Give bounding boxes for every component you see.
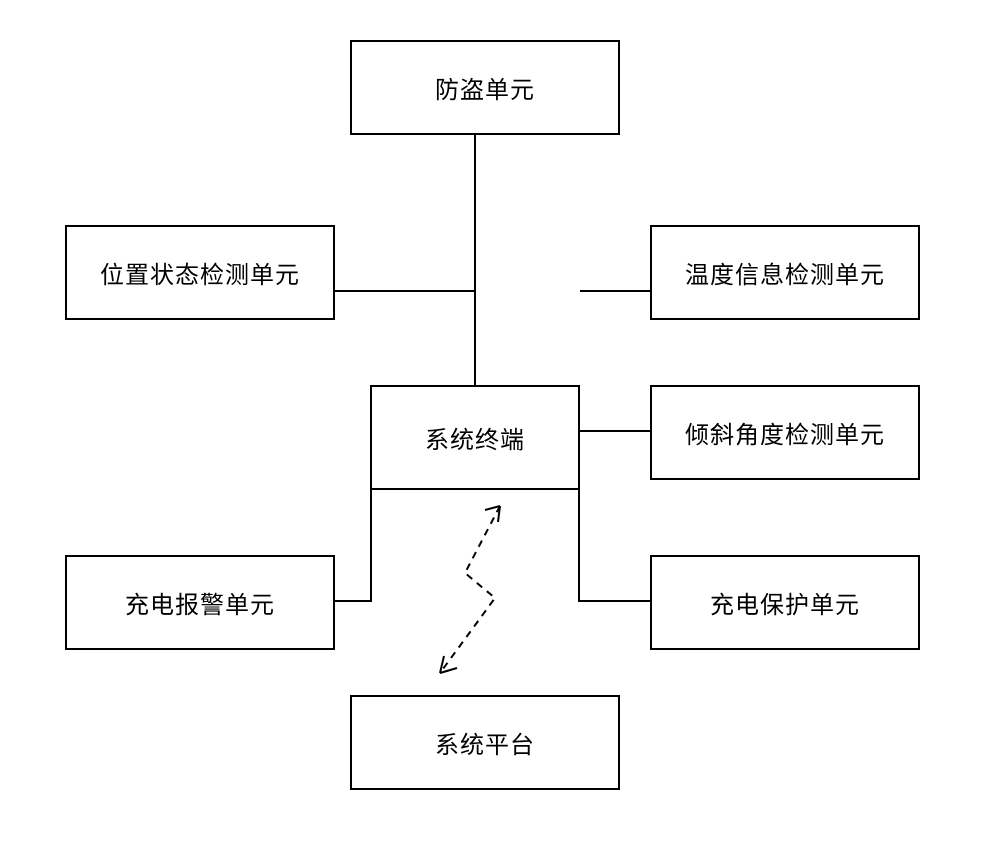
node-system-platform-label: 系统平台	[435, 725, 535, 760]
node-system-terminal: 系统终端	[370, 385, 580, 490]
edge-right-lower-h	[580, 600, 650, 602]
node-system-platform: 系统平台	[350, 695, 620, 790]
edge-top-center	[474, 135, 476, 385]
edge-right-lower-v	[578, 490, 580, 602]
edge-left-upper-h	[335, 290, 476, 292]
edge-left-lower-h	[335, 600, 372, 602]
node-position-detection: 位置状态检测单元	[65, 225, 335, 320]
edge-right-upper-h	[580, 290, 650, 292]
wireless-link-icon	[420, 488, 530, 698]
node-temperature-detection-label: 温度信息检测单元	[685, 255, 885, 290]
node-charge-protection-label: 充电保护单元	[710, 585, 860, 620]
edge-left-lower-v	[370, 490, 372, 602]
node-charge-protection: 充电保护单元	[650, 555, 920, 650]
node-temperature-detection: 温度信息检测单元	[650, 225, 920, 320]
edge-right-mid-h	[580, 430, 650, 432]
node-anti-theft: 防盗单元	[350, 40, 620, 135]
node-tilt-angle-detection: 倾斜角度检测单元	[650, 385, 920, 480]
node-anti-theft-label: 防盗单元	[435, 70, 535, 105]
node-charge-alarm: 充电报警单元	[65, 555, 335, 650]
node-system-terminal-label: 系统终端	[425, 420, 525, 455]
node-charge-alarm-label: 充电报警单元	[125, 585, 275, 620]
node-position-detection-label: 位置状态检测单元	[100, 255, 300, 290]
node-tilt-angle-detection-label: 倾斜角度检测单元	[685, 415, 885, 450]
